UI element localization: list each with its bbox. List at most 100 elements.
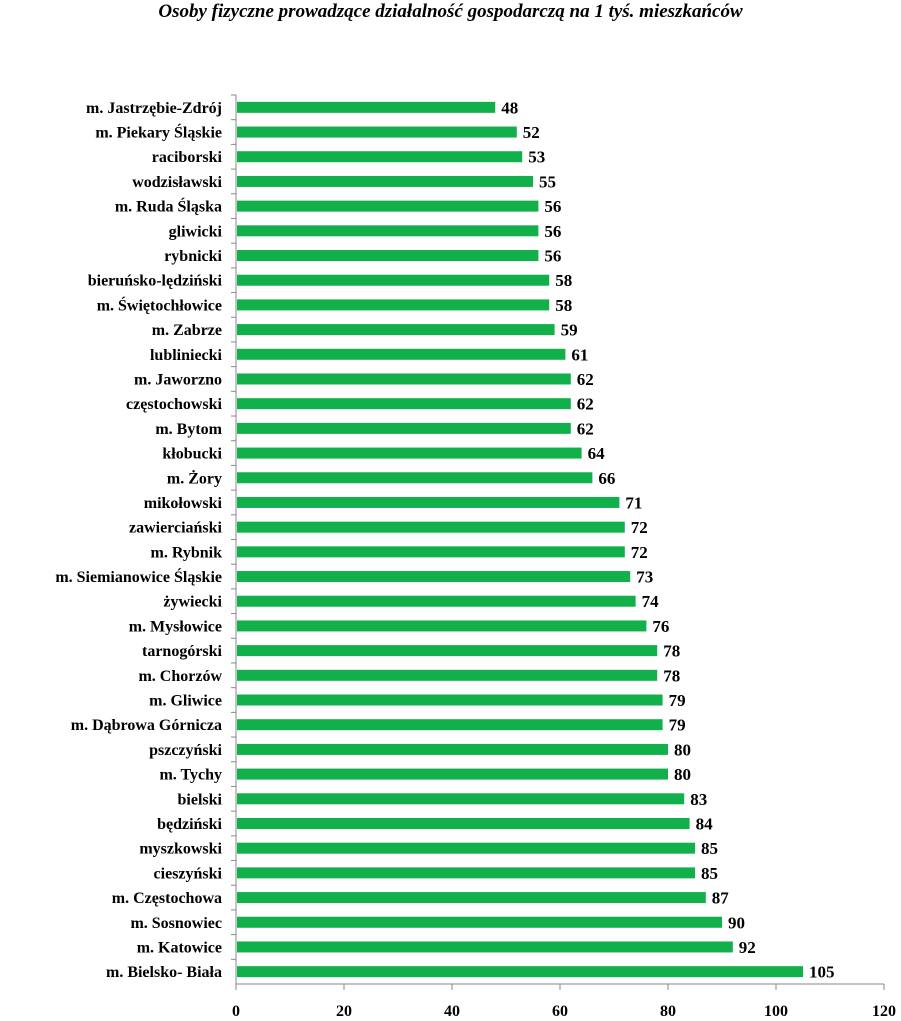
category-labels: m. Jastrzębie-Zdrój m. Piekary Śląskie rac… [55, 100, 222, 981]
x-tick-label: 80 [660, 1003, 676, 1020]
value-label: 80 [674, 740, 691, 759]
category-label: zawierciański [129, 520, 223, 537]
category-label: m. Chorzów [138, 668, 222, 685]
category-label: wodzisławski [132, 174, 222, 191]
x-tick-label: 100 [764, 1003, 788, 1020]
bar [237, 941, 733, 953]
bar [237, 126, 517, 138]
bar [237, 250, 539, 262]
category-label: m. Siemianowice Śląskie [55, 567, 222, 586]
bar [237, 496, 620, 508]
category-label: bieruńsko-lędziński [88, 273, 223, 290]
bar [237, 447, 582, 459]
value-label: 105 [809, 963, 835, 982]
value-label: 66 [598, 469, 615, 488]
category-label: m. Mysłowice [129, 618, 222, 635]
value-label: 87 [712, 889, 730, 908]
category-label: m. Zabrze [152, 322, 222, 339]
bar [237, 373, 571, 385]
category-label: kłobucki [162, 446, 222, 463]
category-label: m. Gliwice [149, 693, 222, 710]
bar [237, 422, 571, 434]
category-label: m. Tychy [159, 767, 222, 784]
bar [237, 274, 550, 286]
value-label: 59 [561, 321, 578, 340]
bar [237, 916, 722, 928]
bar [237, 595, 636, 607]
category-label: bielski [178, 791, 223, 808]
value-label: 62 [577, 419, 594, 438]
value-label: 64 [588, 444, 606, 463]
value-label: 62 [577, 395, 594, 414]
category-label: m. Katowice [137, 939, 222, 956]
bar [237, 151, 523, 163]
category-label: m. Częstochowa [112, 890, 222, 907]
bar [237, 546, 625, 558]
bars-group [237, 101, 803, 978]
bar [237, 966, 803, 978]
category-label: lubliniecki [150, 347, 223, 364]
category-label: m. Piekary Śląskie [95, 123, 222, 142]
category-label: żywiecki [163, 594, 222, 611]
value-label: 92 [739, 938, 756, 957]
bar [237, 645, 658, 657]
x-tick-label: 20 [336, 1003, 352, 1020]
value-label: 56 [544, 197, 561, 216]
value-label: 79 [669, 716, 686, 735]
bar [237, 225, 539, 237]
value-label: 78 [663, 642, 680, 661]
value-label: 56 [544, 247, 561, 266]
category-label: tarnogórski [142, 643, 223, 660]
chart-title: Osoby fizyczne prowadzące działalność go… [158, 1, 743, 22]
category-label: m. Żory [167, 468, 222, 487]
value-label: 72 [631, 518, 648, 537]
category-label: m. Rybnik [151, 544, 223, 561]
category-label: będziński [157, 816, 222, 833]
value-label: 48 [501, 98, 518, 117]
bar [237, 324, 555, 336]
category-label: pszczyński [149, 742, 222, 759]
value-label: 55 [539, 172, 556, 191]
x-tick-label: 120 [872, 1003, 896, 1020]
value-label: 90 [728, 913, 745, 932]
value-label: 84 [696, 814, 714, 833]
value-label: 85 [701, 864, 718, 883]
bar [237, 620, 647, 632]
bar [237, 571, 631, 583]
bar [237, 200, 539, 212]
category-label: m. Bytom [155, 421, 222, 438]
category-label: myszkowski [139, 841, 222, 858]
x-tick-label: 60 [552, 1003, 568, 1020]
value-label: 56 [544, 222, 561, 241]
bar [237, 521, 625, 533]
x-tick-label: 40 [444, 1003, 460, 1020]
value-label: 72 [631, 543, 648, 562]
bar [237, 101, 496, 113]
bar [237, 694, 663, 706]
category-label: rybnicki [164, 248, 222, 265]
bar [237, 892, 706, 904]
bar [237, 817, 690, 829]
value-label: 52 [523, 123, 540, 142]
value-label: 62 [577, 370, 594, 389]
bar [237, 793, 685, 805]
bar [237, 472, 593, 484]
value-label: 80 [674, 765, 691, 784]
bar [237, 669, 658, 681]
category-label: m. Sosnowiec [130, 915, 222, 932]
value-label: 58 [555, 296, 572, 315]
category-label: raciborski [152, 149, 223, 166]
category-label: gliwicki [169, 223, 223, 240]
value-label: 78 [663, 666, 680, 685]
value-label: 85 [701, 839, 718, 858]
category-label: m. Jaworzno [134, 371, 222, 388]
value-label: 53 [528, 148, 545, 167]
bar [237, 842, 695, 854]
category-label: m. Ruda Śląska [115, 197, 222, 216]
bar [237, 743, 668, 755]
value-label: 74 [642, 592, 660, 611]
category-label: m. Świętochłowice [97, 295, 222, 314]
category-label: cieszyński [154, 865, 223, 882]
value-label: 71 [625, 493, 642, 512]
